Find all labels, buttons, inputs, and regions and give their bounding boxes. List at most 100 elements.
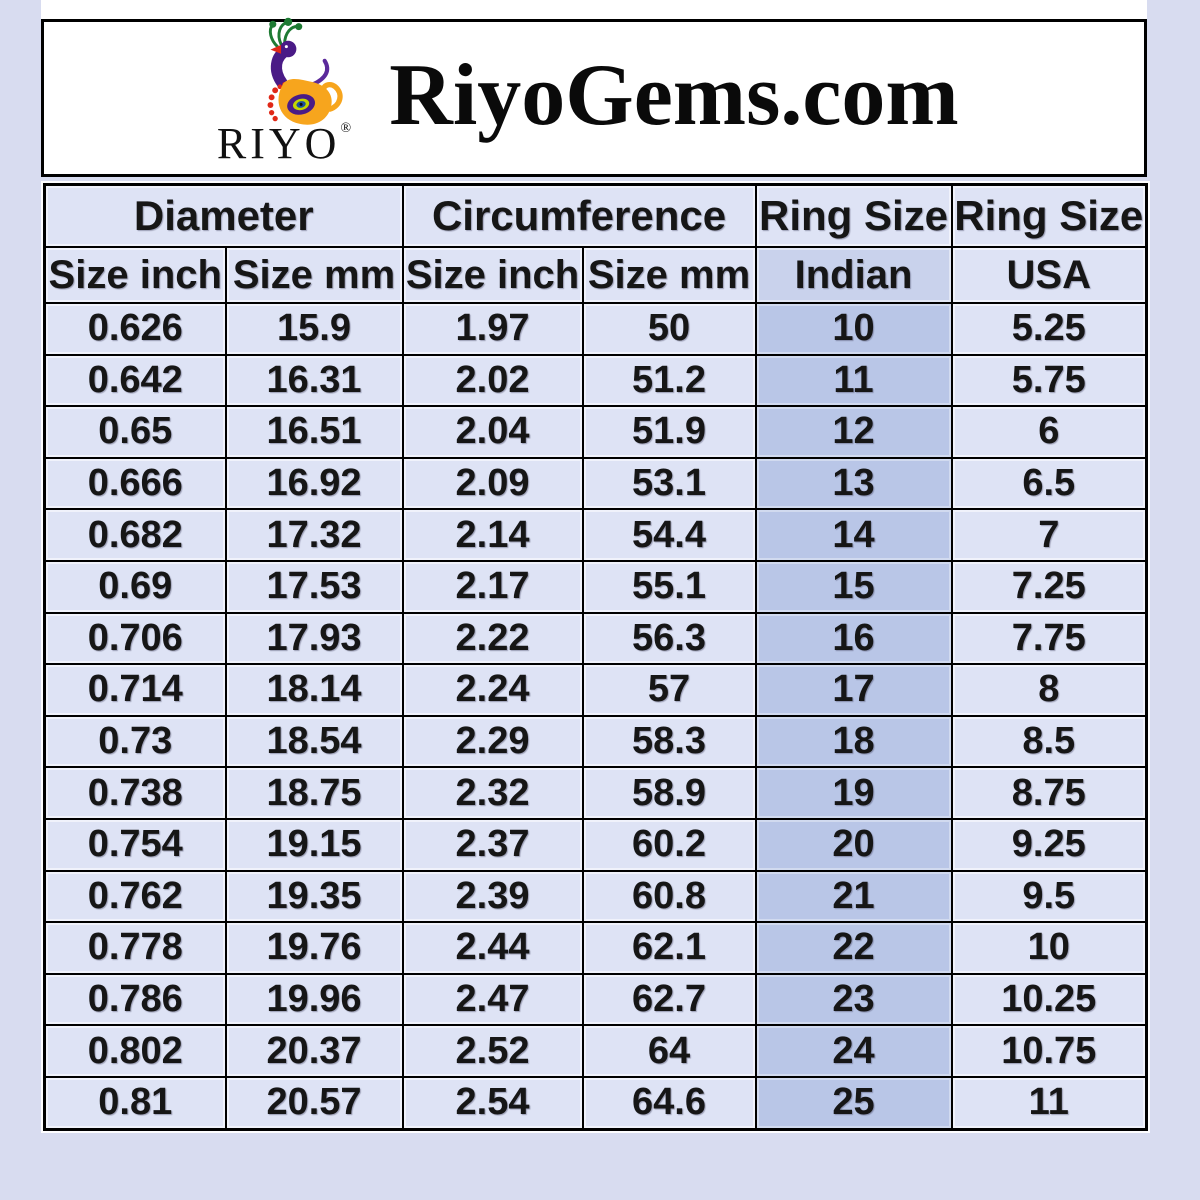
cell-ring-size-indian: 24	[754, 1024, 953, 1078]
cell-ring-size-usa: 6	[950, 405, 1148, 459]
table-row: 0.714 18.14 2.24 57 17 8	[43, 663, 1148, 717]
cell-circumference-mm: 56.3	[581, 611, 757, 666]
cell-diameter-inch: 0.706	[43, 611, 227, 666]
cell-ring-size-indian: 15	[754, 559, 953, 614]
cell-circumference-inch: 2.54	[401, 1075, 584, 1131]
cell-diameter-inch: 0.69	[43, 559, 227, 614]
cell-diameter-mm: 17.32	[224, 508, 404, 562]
brand-name: RIYO	[216, 119, 341, 168]
cell-diameter-inch: 0.642	[43, 353, 227, 408]
cell-diameter-mm: 17.93	[224, 611, 404, 666]
subheader-diameter-inch: Size inch	[43, 246, 227, 304]
table-row: 0.802 20.37 2.52 64 24 10.75	[43, 1024, 1148, 1078]
cell-diameter-mm: 16.31	[224, 353, 404, 408]
cell-diameter-mm: 18.54	[224, 714, 404, 769]
table-row: 0.626 15.9 1.97 50 10 5.25	[43, 302, 1148, 356]
cell-circumference-inch: 2.17	[401, 559, 584, 614]
cell-ring-size-usa: 7.25	[950, 559, 1148, 614]
cell-circumference-mm: 53.1	[581, 456, 757, 511]
cell-ring-size-usa: 11	[950, 1075, 1148, 1131]
cell-circumference-inch: 2.09	[401, 456, 584, 511]
cell-circumference-mm: 64.6	[581, 1075, 757, 1131]
cell-ring-size-indian: 22	[754, 921, 953, 975]
cell-circumference-inch: 2.14	[401, 508, 584, 562]
cell-circumference-inch: 2.52	[401, 1024, 584, 1078]
cell-ring-size-indian: 19	[754, 766, 953, 820]
cell-ring-size-indian: 23	[754, 972, 953, 1027]
peacock-icon	[267, 17, 343, 125]
table-row: 0.786 19.96 2.47 62.7 23 10.25	[43, 972, 1148, 1027]
cell-ring-size-indian: 14	[754, 508, 953, 562]
cell-circumference-inch: 1.97	[401, 302, 584, 356]
cell-ring-size-usa: 8.5	[950, 714, 1148, 769]
subheader-usa: USA	[950, 246, 1148, 304]
cell-ring-size-indian: 13	[754, 456, 953, 511]
table-row: 0.81 20.57 2.54 64.6 25 11	[43, 1075, 1148, 1131]
size-table-body: 0.626 15.9 1.97 50 10 5.25 0.642 16.31 2.02 51.2 1…	[43, 302, 1148, 1131]
subheader-indian: Indian	[754, 246, 953, 304]
cell-circumference-mm: 58.3	[581, 714, 757, 769]
cell-diameter-inch: 0.81	[43, 1075, 227, 1131]
ring-size-table: Diameter Circumference Ring Size Ring Si…	[43, 183, 1149, 1131]
cell-ring-size-usa: 5.75	[950, 353, 1148, 408]
group-header-row: Diameter Circumference Ring Size Ring Si…	[43, 183, 1148, 248]
cell-circumference-inch: 2.37	[401, 817, 584, 872]
cell-ring-size-usa: 5.25	[950, 302, 1148, 356]
cell-ring-size-indian: 18	[754, 714, 953, 769]
cell-ring-size-usa: 9.5	[950, 869, 1148, 924]
cell-ring-size-usa: 8	[950, 663, 1148, 717]
table-row: 0.666 16.92 2.09 53.1 13 6.5	[43, 456, 1148, 511]
header-diameter: Diameter	[43, 183, 404, 248]
cell-diameter-inch: 0.73	[43, 714, 227, 769]
cell-circumference-mm: 60.2	[581, 817, 757, 872]
subheader-circumference-inch: Size inch	[401, 246, 584, 304]
cell-diameter-inch: 0.754	[43, 817, 227, 872]
cell-diameter-inch: 0.738	[43, 766, 227, 820]
cell-diameter-mm: 19.35	[224, 869, 404, 924]
cell-diameter-inch: 0.762	[43, 869, 227, 924]
cell-diameter-mm: 20.37	[224, 1024, 404, 1078]
sub-header-row: Size inch Size mm Size inch Size mm Indi…	[43, 246, 1148, 304]
cell-circumference-inch: 2.32	[401, 766, 584, 820]
cell-diameter-mm: 18.75	[224, 766, 404, 820]
site-title: RiyoGems.com	[389, 46, 959, 144]
cell-diameter-inch: 0.802	[43, 1024, 227, 1078]
brand-logo: RIYO®	[184, 16, 384, 176]
cell-ring-size-indian: 12	[754, 405, 953, 459]
cell-diameter-inch: 0.65	[43, 405, 227, 459]
cell-circumference-inch: 2.39	[401, 869, 584, 924]
ring-size-table-wrap: Diameter Circumference Ring Size Ring Si…	[43, 183, 1149, 1131]
cell-diameter-mm: 19.76	[224, 921, 404, 975]
cell-circumference-mm: 62.7	[581, 972, 757, 1027]
table-row: 0.706 17.93 2.22 56.3 16 7.75	[43, 611, 1148, 666]
table-row: 0.69 17.53 2.17 55.1 15 7.25	[43, 559, 1148, 614]
header-border-box: RIYO® RiyoGems.com	[41, 16, 1147, 177]
cell-circumference-mm: 62.1	[581, 921, 757, 975]
cell-circumference-mm: 54.4	[581, 508, 757, 562]
cell-ring-size-usa: 10	[950, 921, 1148, 975]
cell-ring-size-usa: 9.25	[950, 817, 1148, 872]
cell-ring-size-indian: 10	[754, 302, 953, 356]
cell-diameter-inch: 0.666	[43, 456, 227, 511]
cell-circumference-mm: 55.1	[581, 559, 757, 614]
brand-wordmark: RIYO®	[184, 122, 384, 166]
cell-ring-size-usa: 7	[950, 508, 1148, 562]
cell-diameter-inch: 0.682	[43, 508, 227, 562]
table-row: 0.65 16.51 2.04 51.9 12 6	[43, 405, 1148, 459]
cell-ring-size-usa: 7.75	[950, 611, 1148, 666]
cell-circumference-inch: 2.22	[401, 611, 584, 666]
cell-circumference-mm: 50	[581, 302, 757, 356]
cell-ring-size-usa: 6.5	[950, 456, 1148, 511]
cell-circumference-inch: 2.24	[401, 663, 584, 717]
cell-diameter-mm: 16.92	[224, 456, 404, 511]
cell-ring-size-indian: 20	[754, 817, 953, 872]
table-row: 0.73 18.54 2.29 58.3 18 8.5	[43, 714, 1148, 769]
cell-ring-size-indian: 16	[754, 611, 953, 666]
table-row: 0.642 16.31 2.02 51.2 11 5.75	[43, 353, 1148, 408]
table-row: 0.754 19.15 2.37 60.2 20 9.25	[43, 817, 1148, 872]
cell-ring-size-usa: 10.25	[950, 972, 1148, 1027]
cell-ring-size-indian: 17	[754, 663, 953, 717]
cell-diameter-mm: 19.15	[224, 817, 404, 872]
header-banner: RIYO® RiyoGems.com	[41, 0, 1147, 177]
subheader-circumference-mm: Size mm	[581, 246, 757, 304]
